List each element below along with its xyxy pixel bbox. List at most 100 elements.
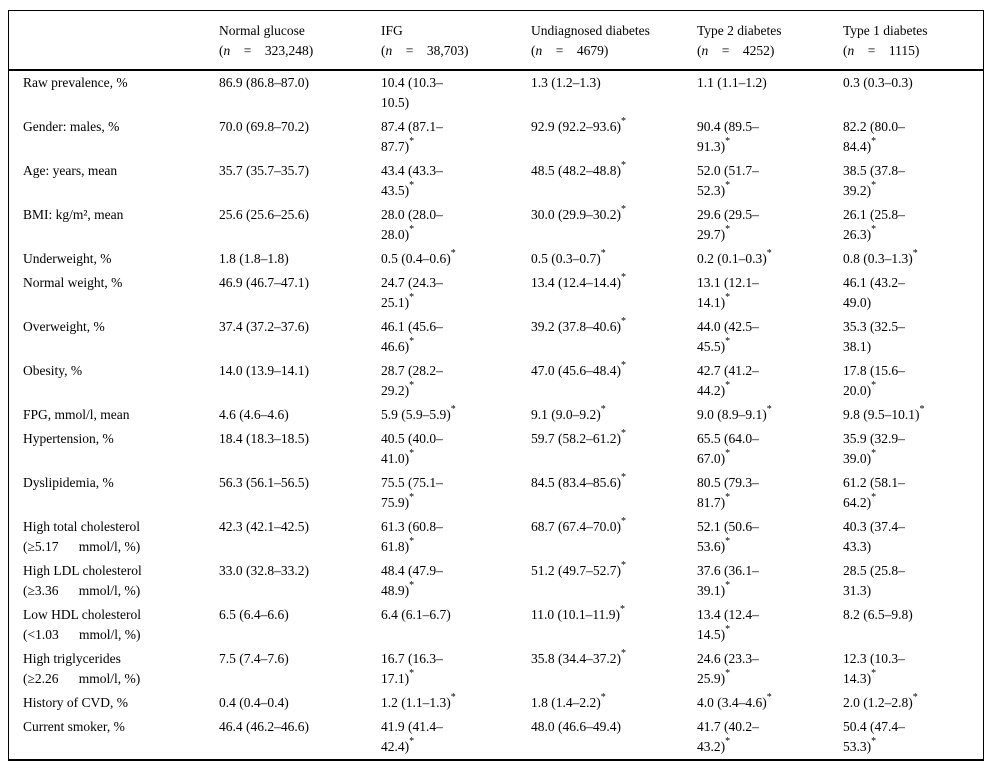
significance-asterisk: * — [725, 448, 731, 459]
table-body: Raw prevalence, % 86.9 (86.8–87.0) 10.4 (1… — [9, 70, 983, 759]
row-label: BMI: kg/m², mean — [23, 207, 124, 222]
significance-asterisk: * — [600, 248, 606, 259]
cell-value: 86.9 (86.8–87.0) — [219, 75, 309, 90]
cell-value: 4.0 (3.4–4.6) — [697, 695, 767, 710]
column-title: Undiagnosed diabetes — [531, 23, 650, 38]
table-cell: 1.8 (1.8–1.8) — [219, 247, 381, 271]
column-title: Type 1 diabetes — [843, 23, 928, 38]
table-cell: 37.4 (37.2–37.6) — [219, 315, 381, 359]
significance-asterisk: * — [871, 492, 877, 503]
table-cell: 28.0 (28.0– 28.0)* — [381, 203, 531, 247]
cell-value: 1.8 (1.4–2.2) — [531, 695, 601, 710]
cell-value: 39.2 (37.8–40.6) — [531, 319, 621, 334]
table-row: Normal weight, % 46.9 (46.7–47.1) 24.7 (24… — [9, 271, 983, 315]
column-sample-size: (n = 1115) — [843, 43, 920, 58]
cell-value: 48.0 (46.6–49.4) — [531, 719, 621, 734]
cell-value: 7.5 (7.4–7.6) — [219, 651, 289, 666]
cell-value: 80.5 (79.3– 81.7) — [697, 475, 759, 510]
cell-value: 4.6 (4.6–4.6) — [219, 407, 289, 422]
cell-value: 38.5 (37.8– 39.2) — [843, 163, 905, 198]
cell-value: 30.0 (29.9–30.2) — [531, 207, 621, 222]
table-row: Gender: males, % 70.0 (69.8–70.2) 87.4 (87… — [9, 115, 983, 159]
cell-value: 46.1 (43.2– 49.0) — [843, 275, 905, 310]
cell-value: 35.9 (32.9– 39.0) — [843, 431, 905, 466]
cell-value: 43.4 (43.3– 43.5) — [381, 163, 443, 198]
significance-asterisk: * — [409, 180, 415, 191]
cell-value: 42.7 (41.2– 44.2) — [697, 363, 759, 398]
table-cell: 25.6 (25.6–25.6) — [219, 203, 381, 247]
significance-asterisk: * — [912, 692, 918, 703]
table-cell: 28.5 (25.8– 31.3) — [843, 559, 983, 603]
significance-asterisk: * — [409, 224, 415, 235]
row-label: Current smoker, % — [23, 719, 125, 734]
table-cell: 2.0 (1.2–2.8)* — [843, 691, 983, 715]
significance-asterisk: * — [450, 404, 456, 415]
table-cell: 86.9 (86.8–87.0) — [219, 70, 381, 115]
significance-asterisk: * — [600, 404, 606, 415]
significance-asterisk: * — [450, 692, 456, 703]
table-cell: 13.4 (12.4– 14.5)* — [697, 603, 843, 647]
cell-value: 6.4 (6.1–6.7) — [381, 607, 451, 622]
table-cell: 11.0 (10.1–11.9)* — [531, 603, 697, 647]
significance-asterisk: * — [409, 668, 415, 679]
cell-value: 51.2 (49.7–52.7) — [531, 563, 621, 578]
table-cell: 4.0 (3.4–4.6)* — [697, 691, 843, 715]
row-label: Underweight, % — [23, 251, 112, 266]
table-cell: 48.4 (47.9– 48.9)* — [381, 559, 531, 603]
cell-value: 37.4 (37.2–37.6) — [219, 319, 309, 334]
significance-asterisk: * — [725, 624, 731, 635]
cell-value: 40.5 (40.0– 41.0) — [381, 431, 443, 466]
table-row: High triglycerides (≥2.26 mmol/l, %) 7.5 … — [9, 647, 983, 691]
cell-value: 2.0 (1.2–2.8) — [843, 695, 913, 710]
cell-value: 9.1 (9.0–9.2) — [531, 407, 601, 422]
row-label: Overweight, % — [23, 319, 105, 334]
cell-value: 61.3 (60.8– 61.8) — [381, 519, 443, 554]
cell-value: 0.3 (0.3–0.3) — [843, 75, 913, 90]
table-row: FPG, mmol/l, mean 4.6 (4.6–4.6) 5.9 (5.9–5… — [9, 403, 983, 427]
table-cell: 0.3 (0.3–0.3) — [843, 70, 983, 115]
row-label: Raw prevalence, % — [23, 75, 128, 90]
table-cell: 37.6 (36.1– 39.1)* — [697, 559, 843, 603]
row-label: FPG, mmol/l, mean — [23, 407, 130, 422]
table-cell: 51.2 (49.7–52.7)* — [531, 559, 697, 603]
cell-value: 17.8 (15.6– 20.0) — [843, 363, 905, 398]
table-cell: 52.1 (50.6– 53.6)* — [697, 515, 843, 559]
cell-value: 18.4 (18.3–18.5) — [219, 431, 309, 446]
table-cell: 9.1 (9.0–9.2)* — [531, 403, 697, 427]
significance-asterisk: * — [766, 248, 772, 259]
significance-asterisk: * — [621, 116, 626, 127]
column-sample-size: (n = 38,703) — [381, 43, 469, 58]
table-cell: 42.3 (42.1–42.5) — [219, 515, 381, 559]
cell-value: 47.0 (45.6–48.4) — [531, 363, 621, 378]
cell-value: 46.1 (45.6– 46.6) — [381, 319, 443, 354]
significance-asterisk: * — [409, 736, 415, 747]
table-cell: 46.4 (46.2–46.6) — [219, 715, 381, 759]
table-cell: 0.8 (0.3–1.3)* — [843, 247, 983, 271]
significance-asterisk: * — [621, 204, 626, 215]
cell-value: 90.4 (89.5– 91.3) — [697, 119, 759, 154]
significance-asterisk: * — [621, 560, 626, 571]
cell-value: 42.3 (42.1–42.5) — [219, 519, 309, 534]
cell-value: 1.1 (1.1–1.2) — [697, 75, 767, 90]
paper-table-figure: Normal glucose (n = 323,248) IFG (n = 38,70… — [8, 10, 984, 761]
cell-value: 29.6 (29.5– 29.7) — [697, 207, 759, 242]
cell-value: 46.9 (46.7–47.1) — [219, 275, 309, 290]
row-label: Normal weight, % — [23, 275, 123, 290]
significance-asterisk: * — [871, 180, 877, 191]
table-cell: 29.6 (29.5– 29.7)* — [697, 203, 843, 247]
table-cell: 35.8 (34.4–37.2)* — [531, 647, 697, 691]
cell-value: 28.5 (25.8– 31.3) — [843, 563, 905, 598]
table-row: Raw prevalence, % 86.9 (86.8–87.0) 10.4 (1… — [9, 70, 983, 115]
row-label: Low HDL cholesterol (<1.03 mmol/l, %) — [23, 607, 141, 642]
cell-value: 0.5 (0.3–0.7) — [531, 251, 601, 266]
column-header-3: Undiagnosed diabetes (n = 4679) — [531, 11, 697, 70]
table-row: Current smoker, % 46.4 (46.2–46.6) 41.9 (4… — [9, 715, 983, 759]
significance-asterisk: * — [725, 136, 731, 147]
cell-value: 87.4 (87.1– 87.7) — [381, 119, 443, 154]
table-row: Hypertension, % 18.4 (18.3–18.5) 40.5 (40.… — [9, 427, 983, 471]
significance-asterisk: * — [621, 472, 626, 483]
table-row: High total cholesterol (≥5.17 mmol/l, %)… — [9, 515, 983, 559]
row-label: High triglycerides (≥2.26 mmol/l, %) — [23, 651, 141, 686]
cell-value: 70.0 (69.8–70.2) — [219, 119, 309, 134]
significance-asterisk: * — [725, 180, 731, 191]
